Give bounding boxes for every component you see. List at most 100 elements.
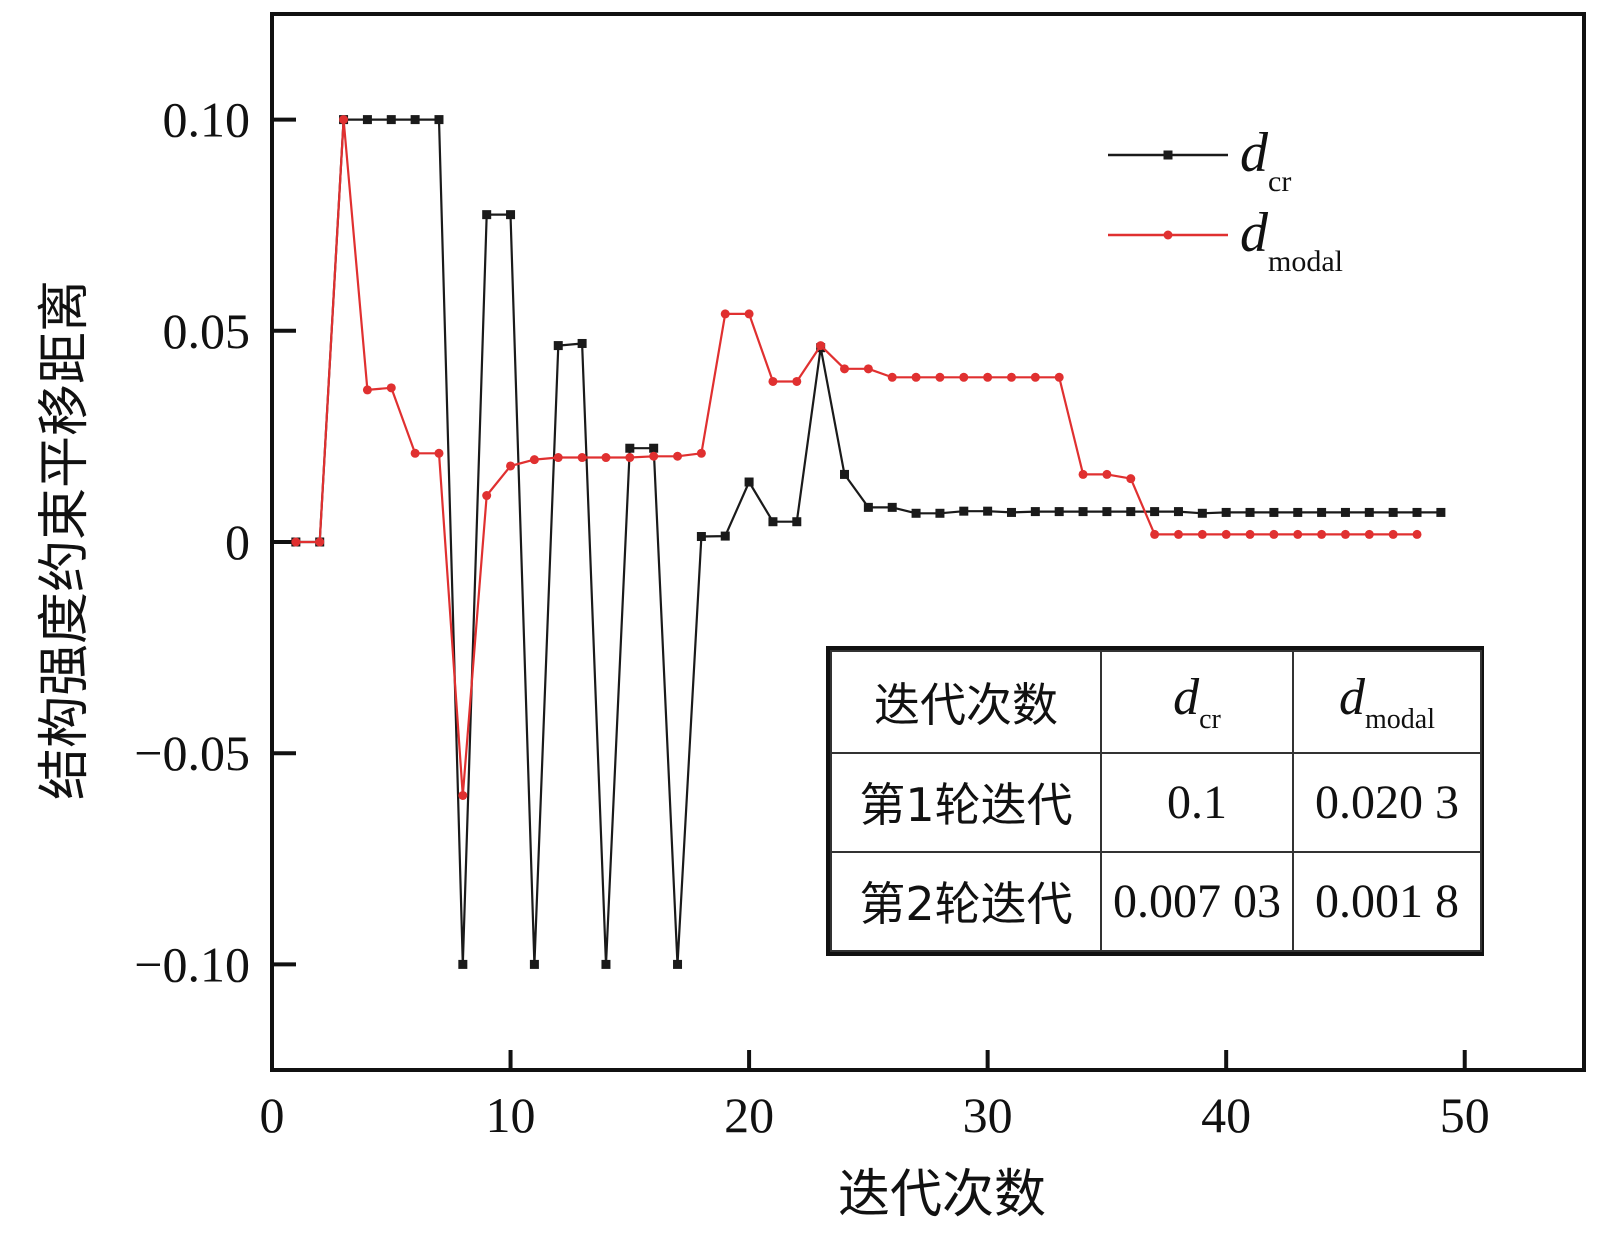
data-point — [1293, 529, 1303, 539]
header-iteration-count: 迭代次数 — [830, 650, 1102, 754]
data-point — [529, 959, 539, 969]
x-tick-label: 20 — [724, 1087, 774, 1143]
data-point — [625, 443, 635, 453]
data-point — [1006, 372, 1016, 382]
legend-label-main: d — [1240, 202, 1269, 264]
axes: 0 10 20 30 40 50 0.10 0.05 0 −0.05 −0.10 — [134, 12, 1586, 1143]
data-point — [1317, 529, 1327, 539]
data-point — [339, 115, 349, 125]
data-point — [1006, 507, 1016, 517]
data-point — [720, 531, 730, 541]
header-dcr: dcr — [1100, 650, 1294, 754]
results-table: 迭代次数 dcr dmodal 第1轮迭代 0.1 0.020 3 第2轮迭代 … — [830, 650, 1482, 953]
data-point — [1054, 372, 1064, 382]
y-tick-label: 0.10 — [163, 92, 251, 148]
header-dmodal-sub: modal — [1365, 703, 1435, 735]
data-point — [434, 115, 444, 125]
data-point — [362, 385, 372, 395]
data-point — [1412, 507, 1422, 517]
data-point — [1030, 507, 1040, 517]
data-point — [1030, 372, 1040, 382]
data-point — [959, 372, 969, 382]
data-point — [1293, 507, 1303, 517]
inset-results-table: 迭代次数 dcr dmodal 第1轮迭代 0.1 0.020 3 第2轮迭代 … — [826, 646, 1484, 956]
data-point — [1269, 507, 1279, 517]
legend-marker — [1163, 230, 1173, 240]
data-point — [1269, 529, 1279, 539]
data-point — [1126, 474, 1136, 484]
y-tick-label: −0.05 — [134, 725, 250, 781]
data-point — [1197, 529, 1207, 539]
row-label: 第2轮迭代 — [830, 850, 1102, 953]
data-point — [1388, 529, 1398, 539]
row-dmodal-value: 0.020 3 — [1292, 751, 1482, 853]
y-tick-label: −0.10 — [134, 936, 250, 992]
data-point — [506, 461, 516, 471]
data-point — [362, 115, 372, 125]
data-point — [1173, 507, 1183, 517]
data-point — [911, 508, 921, 518]
data-point — [315, 537, 325, 547]
data-point — [577, 338, 587, 348]
data-point — [553, 453, 563, 463]
data-point — [816, 341, 826, 351]
data-point — [1221, 529, 1231, 539]
data-point — [410, 448, 420, 458]
data-point — [983, 372, 993, 382]
data-point — [1245, 529, 1255, 539]
data-point — [1221, 507, 1231, 517]
data-point — [840, 469, 850, 479]
data-point — [1150, 507, 1160, 517]
data-point — [959, 506, 969, 516]
series-modal — [291, 115, 1422, 800]
y-axis-title: 结构强度约束平移距离 — [35, 280, 95, 800]
data-point — [1412, 529, 1422, 539]
data-point — [673, 959, 683, 969]
table-row: 第1轮迭代 0.1 0.020 3 — [830, 751, 1482, 853]
series-layer — [291, 115, 1446, 969]
data-point — [577, 453, 587, 463]
data-point — [935, 372, 945, 382]
legend-label: dcr — [1240, 122, 1291, 198]
data-point — [482, 491, 492, 501]
x-tick-label: 40 — [1201, 1087, 1251, 1143]
data-point — [1197, 508, 1207, 518]
data-point — [792, 517, 802, 527]
data-point — [410, 115, 420, 125]
data-point — [553, 341, 563, 351]
data-point — [983, 506, 993, 516]
x-tick-label: 10 — [486, 1087, 536, 1143]
data-point — [1364, 529, 1374, 539]
data-point — [840, 364, 850, 374]
legend-label-sub: modal — [1268, 245, 1343, 278]
legend-label-sub: cr — [1268, 165, 1291, 198]
data-point — [744, 309, 754, 319]
row-dcr-value: 0.1 — [1100, 751, 1294, 853]
data-point — [529, 455, 539, 465]
data-point — [1340, 529, 1350, 539]
header-dcr-sub: cr — [1199, 703, 1221, 735]
data-point — [458, 959, 468, 969]
data-point — [1078, 507, 1088, 517]
data-point — [506, 210, 516, 220]
y-tick-label: 0.05 — [163, 303, 251, 359]
x-tick-label: 0 — [260, 1087, 285, 1143]
data-point — [434, 448, 444, 458]
data-point — [911, 372, 921, 382]
table-row: 第2轮迭代 0.007 03 0.001 8 — [830, 850, 1482, 953]
data-point — [1388, 507, 1398, 517]
data-point — [625, 453, 635, 463]
header-dmodal: dmodal — [1292, 650, 1482, 754]
data-point — [649, 451, 659, 461]
data-point — [768, 517, 778, 527]
data-point — [386, 383, 396, 393]
data-point — [1340, 507, 1350, 517]
legend-item-cr: dcr — [1108, 122, 1291, 198]
data-point — [863, 364, 873, 374]
data-point — [887, 502, 897, 512]
data-point — [1102, 469, 1112, 479]
data-point — [1126, 507, 1136, 517]
data-point — [1102, 507, 1112, 517]
